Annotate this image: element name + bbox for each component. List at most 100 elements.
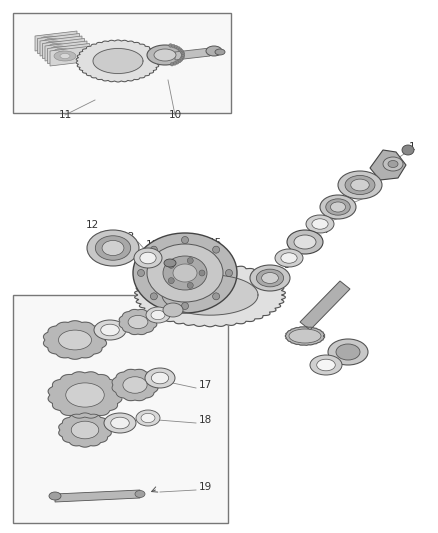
Polygon shape: [43, 321, 106, 359]
Text: 13: 13: [121, 232, 134, 242]
Polygon shape: [59, 413, 111, 447]
Polygon shape: [112, 369, 158, 401]
Ellipse shape: [146, 307, 170, 323]
Ellipse shape: [49, 46, 71, 56]
Polygon shape: [286, 327, 325, 345]
Circle shape: [226, 270, 233, 277]
Ellipse shape: [44, 41, 66, 51]
Polygon shape: [162, 275, 258, 315]
Ellipse shape: [95, 236, 131, 260]
Ellipse shape: [250, 265, 290, 291]
Ellipse shape: [310, 355, 342, 375]
Circle shape: [177, 59, 181, 63]
Circle shape: [180, 50, 184, 53]
Polygon shape: [55, 490, 140, 502]
Text: 9: 9: [284, 260, 290, 270]
Text: 1: 1: [409, 142, 415, 152]
Ellipse shape: [60, 53, 70, 59]
Ellipse shape: [151, 310, 165, 320]
Circle shape: [181, 237, 188, 244]
Ellipse shape: [101, 324, 119, 336]
Ellipse shape: [47, 41, 57, 46]
Ellipse shape: [111, 417, 129, 429]
Polygon shape: [48, 372, 122, 418]
Circle shape: [177, 46, 180, 50]
Ellipse shape: [50, 44, 60, 49]
Text: 18: 18: [198, 415, 212, 425]
Ellipse shape: [151, 372, 169, 384]
Ellipse shape: [336, 344, 360, 360]
Ellipse shape: [102, 240, 124, 255]
Ellipse shape: [317, 359, 335, 371]
Text: 10: 10: [169, 110, 182, 120]
Ellipse shape: [320, 195, 356, 219]
Circle shape: [170, 62, 174, 66]
Polygon shape: [134, 263, 286, 327]
Circle shape: [180, 56, 184, 60]
Bar: [13, 295, 228, 523]
Ellipse shape: [57, 51, 67, 56]
Ellipse shape: [345, 175, 375, 195]
Text: 11: 11: [145, 240, 159, 250]
Ellipse shape: [52, 49, 74, 59]
Ellipse shape: [140, 252, 156, 264]
Ellipse shape: [215, 49, 225, 55]
Ellipse shape: [383, 157, 403, 171]
Ellipse shape: [164, 259, 176, 267]
Text: 4: 4: [364, 189, 370, 199]
Ellipse shape: [128, 316, 148, 329]
Circle shape: [179, 58, 183, 61]
Text: 8: 8: [305, 242, 311, 252]
Ellipse shape: [46, 44, 68, 53]
Ellipse shape: [145, 368, 175, 388]
Ellipse shape: [55, 49, 65, 53]
Ellipse shape: [281, 253, 297, 263]
Circle shape: [199, 270, 205, 276]
Ellipse shape: [326, 199, 350, 215]
Circle shape: [181, 303, 188, 310]
Ellipse shape: [306, 215, 334, 233]
Ellipse shape: [163, 303, 183, 317]
Ellipse shape: [53, 46, 63, 51]
Polygon shape: [370, 150, 406, 180]
Bar: [13, 13, 231, 113]
Text: 11: 11: [58, 110, 72, 120]
Polygon shape: [40, 36, 82, 56]
Ellipse shape: [123, 377, 147, 393]
Ellipse shape: [135, 490, 145, 497]
Ellipse shape: [71, 421, 99, 439]
Circle shape: [181, 51, 184, 55]
Circle shape: [168, 278, 174, 284]
Ellipse shape: [42, 38, 64, 49]
Ellipse shape: [256, 269, 283, 287]
Text: 6: 6: [344, 207, 350, 217]
Ellipse shape: [141, 414, 155, 423]
Polygon shape: [38, 34, 80, 53]
Circle shape: [187, 282, 193, 288]
Polygon shape: [35, 31, 77, 51]
Polygon shape: [76, 40, 160, 82]
Ellipse shape: [59, 330, 92, 350]
Ellipse shape: [104, 413, 136, 433]
Circle shape: [173, 62, 177, 65]
Ellipse shape: [66, 383, 104, 407]
Circle shape: [212, 293, 219, 300]
Circle shape: [181, 53, 185, 56]
Ellipse shape: [87, 230, 139, 266]
Ellipse shape: [147, 45, 183, 65]
Circle shape: [174, 45, 178, 49]
Ellipse shape: [338, 171, 382, 199]
Text: 16: 16: [198, 310, 212, 320]
Ellipse shape: [275, 249, 303, 267]
Text: 17: 17: [198, 380, 212, 390]
Ellipse shape: [163, 256, 207, 290]
Ellipse shape: [289, 329, 321, 343]
Ellipse shape: [45, 38, 55, 44]
Ellipse shape: [330, 202, 346, 212]
Circle shape: [150, 246, 157, 253]
Text: 19: 19: [198, 482, 212, 492]
Ellipse shape: [312, 219, 328, 229]
Circle shape: [172, 44, 175, 48]
Text: 7: 7: [323, 225, 329, 235]
Ellipse shape: [206, 46, 222, 56]
